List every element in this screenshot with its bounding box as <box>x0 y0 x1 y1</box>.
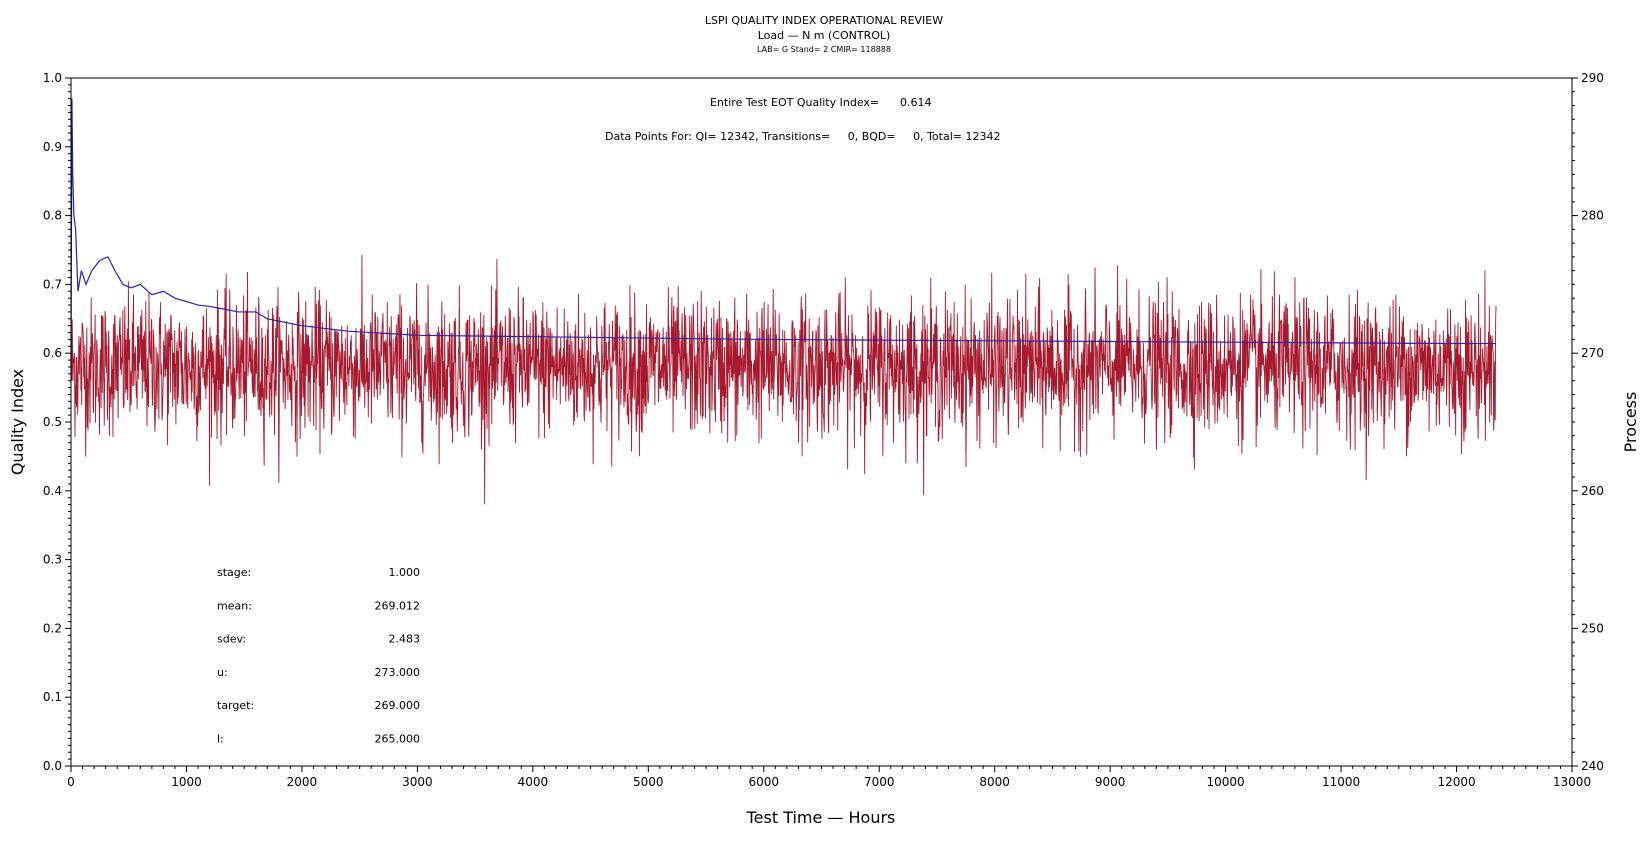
x-tick-label: 10000 <box>1207 775 1245 789</box>
y-tick-label: 0.7 <box>43 277 62 291</box>
stat-label: u: <box>217 666 228 679</box>
y2-tick-label: 280 <box>1581 209 1604 223</box>
x-tick-label: 0 <box>67 775 75 789</box>
y-tick-label: 0.0 <box>43 759 62 773</box>
eot-value: 0.614 <box>900 96 932 109</box>
quality-index-line <box>70 98 1497 367</box>
process-series <box>70 254 1497 505</box>
x-tick-label: 3000 <box>402 775 433 789</box>
x-tick-label: 9000 <box>1095 775 1126 789</box>
x-tick-label: 12000 <box>1437 775 1475 789</box>
x-tick-label: 6000 <box>748 775 779 789</box>
y-tick-label: 0.1 <box>43 690 62 704</box>
y2-tick-label: 250 <box>1581 621 1604 635</box>
x-tick-label: 11000 <box>1322 775 1360 789</box>
y2-tick-label: 290 <box>1581 71 1604 85</box>
y-tick-label: 0.6 <box>43 346 62 360</box>
y-tick-label: 0.4 <box>43 484 62 498</box>
y-axis-left: 0.0 0.1 0.2 0.3 0.4 0.5 0.6 0.7 0.8 0.9 1.0 <box>43 71 71 773</box>
x-tick-label: 1000 <box>171 775 202 789</box>
stat-label: stage: <box>217 566 251 579</box>
x-tick-label: 8000 <box>979 775 1010 789</box>
stat-label: l: <box>217 733 224 746</box>
stat-value: 1.000 <box>389 566 421 579</box>
y-tick-label: 0.5 <box>43 415 62 429</box>
x-axis: 0 1000 2000 3000 4000 5000 6000 7000 8000 9000 100… <box>67 766 1591 789</box>
x-tick-label: 7000 <box>864 775 895 789</box>
stats-block: stage: 1.000 mean: 269.012 sdev: 2.483 u: 273.0… <box>217 566 420 746</box>
x-axis-label: Test Time — Hours <box>746 808 896 827</box>
data-points-annotation: Data Points For: QI= 12342, Transitions=… <box>605 130 1000 143</box>
y2-axis-label: Process <box>1621 392 1640 453</box>
y-tick-label: 0.8 <box>43 209 62 223</box>
stat-value: 2.483 <box>389 633 421 646</box>
stat-label: target: <box>217 699 254 712</box>
y-tick-label: 0.2 <box>43 621 62 635</box>
process-line <box>70 254 1497 505</box>
quality-index-series <box>70 98 1497 367</box>
y-tick-label: 1.0 <box>43 71 62 85</box>
x-tick-label: 13000 <box>1553 775 1591 789</box>
stat-label: mean: <box>217 599 252 612</box>
y-axis-right: 240 250 260 270 280 290 <box>1572 71 1604 773</box>
stat-value: 265.000 <box>375 733 421 746</box>
y-tick-label: 0.3 <box>43 553 62 567</box>
x-tick-label: 2000 <box>287 775 318 789</box>
x-tick-label: 4000 <box>518 775 549 789</box>
stat-value: 269.000 <box>375 699 421 712</box>
y2-tick-label: 270 <box>1581 346 1604 360</box>
stat-value: 269.012 <box>375 599 421 612</box>
y2-tick-label: 240 <box>1581 759 1604 773</box>
chart-subsubtitle: LAB= G Stand= 2 CMIR= 118888 <box>757 45 891 54</box>
chart-subtitle: Load — N m (CONTROL) <box>758 29 891 42</box>
y2-tick-label: 260 <box>1581 484 1604 498</box>
chart-title: LSPI QUALITY INDEX OPERATIONAL REVIEW <box>705 14 943 27</box>
stat-label: sdev: <box>217 633 246 646</box>
eot-label: Entire Test EOT Quality Index= <box>710 96 879 109</box>
x-tick-label: 5000 <box>633 775 664 789</box>
y-tick-label: 0.9 <box>43 140 62 154</box>
y-axis-label: Quality Index <box>8 369 27 475</box>
stat-value: 273.000 <box>375 666 421 679</box>
